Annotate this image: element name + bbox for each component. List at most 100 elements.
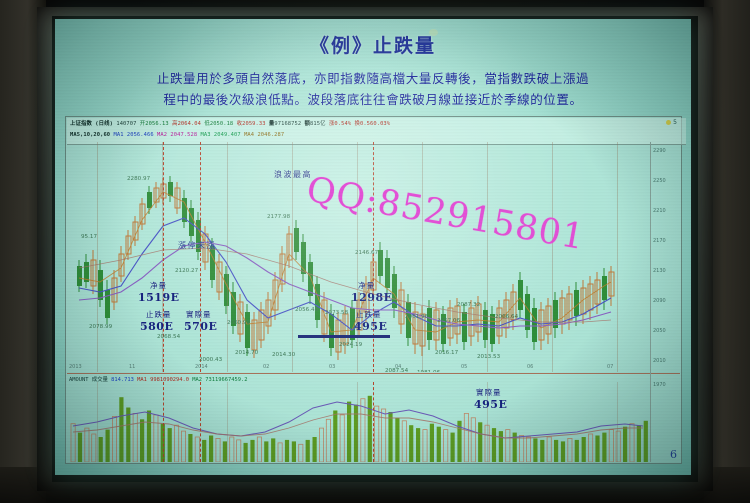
amount-value: 815亿: [310, 121, 326, 127]
volume-bar: [181, 430, 187, 462]
price-label: 2024.19: [339, 342, 363, 348]
high-value: 2064.04: [177, 121, 201, 127]
volume-bar: [132, 412, 138, 462]
volume-bar: [305, 439, 310, 462]
volume-bar: [188, 434, 193, 462]
gridline-v: [227, 142, 228, 372]
annotation-left-actual-value: 570E: [184, 320, 218, 333]
annotation-stagnation: 漲停未漲: [178, 241, 216, 250]
open-label: 开: [139, 121, 146, 127]
volume-bar: [422, 429, 428, 462]
volume-bar: [395, 417, 400, 462]
volume-bar: [112, 416, 118, 462]
price-pane[interactable]: 2280.97 95.17 2078.99 2068.54 2120.27 2000.43…: [67, 142, 650, 372]
price-label: 1981.06: [417, 370, 440, 372]
price-label: 95.17: [81, 234, 98, 240]
volume-bar: [333, 410, 338, 462]
y-tick: 2130: [653, 268, 666, 274]
vertical-marker-left: [163, 142, 164, 372]
y-tick: 2290: [653, 148, 666, 154]
volume-bar: [77, 432, 83, 462]
volume-ma2: MA2 73119667459.2: [192, 377, 248, 383]
slide-body-text: 止跌量用於多頭自然落底，亦即指數隨高檔大量反轉後，當指數跌破上漲過 程中的最後次…: [93, 69, 653, 110]
high-label: 高: [172, 121, 178, 127]
annotation-underline: [298, 335, 390, 338]
y-tick: 2090: [653, 298, 666, 304]
ma3-value: MA3 2049.407: [200, 132, 241, 138]
volume-bar: [636, 425, 641, 462]
x-tick: 04: [395, 364, 402, 370]
volume-pane-value: 814.713: [111, 377, 134, 383]
change-pct: 涨0.54%: [328, 121, 352, 127]
page-number: 6: [670, 448, 677, 461]
volume-bar: [608, 429, 614, 462]
stock-chart-window[interactable]: 上证指数 (日线) 140707 开2056.13 高2064.04 低2050…: [65, 116, 686, 464]
volume-ma-line-1: [72, 401, 644, 439]
volume-bar: [491, 428, 497, 462]
pane-divider: [67, 373, 680, 374]
volume-ma-line-2: [72, 413, 643, 439]
volume-bar: [160, 423, 165, 462]
window-index: 5: [673, 119, 677, 126]
volume-bar: [567, 438, 573, 462]
open-value: 2056.13: [145, 121, 169, 127]
volume-bar: [367, 395, 372, 462]
volume-bar: [194, 436, 200, 462]
status-dot-icon: [666, 120, 672, 125]
volume-bar: [374, 405, 380, 462]
price-label: 2066.64: [495, 314, 519, 320]
price-label: 2087.54: [385, 368, 409, 372]
annotation-volume-actual-value: 495E: [474, 398, 508, 411]
gridline-v: [357, 142, 358, 372]
volume-bar: [298, 443, 304, 462]
close-value: 2059.33: [242, 121, 266, 127]
ma4-value: MA4 2046.287: [244, 132, 285, 138]
volume-bar: [146, 410, 152, 462]
price-label: 2057.06: [437, 318, 461, 324]
price-label: 2014.70: [235, 350, 259, 356]
volume-bar: [540, 439, 545, 462]
volume-bar: [416, 428, 421, 462]
price-label: 2056.48: [295, 307, 319, 313]
gridline-v-vol: [97, 382, 98, 462]
volume-bar: [360, 398, 366, 462]
x-tick: 02: [263, 364, 270, 370]
volume-bar: [202, 439, 207, 462]
volume-bar: [581, 437, 586, 462]
annotation-left-net-volume-label: 净量: [150, 281, 167, 290]
chart-header-quote: 上证指数 (日线) 140707 开2056.13 高2064.04 低2050…: [67, 118, 686, 145]
y-tick: 2010: [653, 358, 666, 364]
amount-label: 额: [304, 121, 311, 127]
annotation-left-actual-label: 實際量: [186, 310, 212, 319]
volume-bar: [525, 436, 531, 462]
y-tick: 2250: [653, 178, 666, 184]
volume-bar: [256, 436, 262, 462]
volume-bar: [105, 429, 110, 462]
volume-bar: [325, 418, 331, 462]
vertical-marker-right: [373, 142, 374, 372]
volume-bar: [505, 429, 511, 462]
volume-bar: [484, 424, 490, 462]
volume-pane[interactable]: [67, 382, 650, 462]
gridline-v: [292, 142, 293, 372]
ma2-value: MA2 2047.528: [157, 132, 198, 138]
quote-date: 140707: [116, 121, 137, 127]
window-control-indicators[interactable]: 5: [666, 119, 677, 126]
volume-bar: [339, 414, 345, 462]
price-label: 2073.58: [325, 310, 349, 316]
volume-bar: [126, 407, 131, 462]
volume-bar: [574, 439, 579, 462]
vertical-marker-vol-left: [163, 382, 164, 462]
volume-bar: [436, 426, 441, 462]
x-axis: 2013 11 2014 02 03 04 05 06 07: [67, 364, 650, 373]
annotation-left-net-volume-value: 1519E: [138, 291, 180, 304]
volume-bar: [91, 433, 97, 462]
volume-bar: [554, 439, 559, 462]
volume-bar: [381, 408, 387, 462]
price-label: 2177.98: [267, 214, 291, 220]
y-axis: 2290 2250 2210 2170 2130 2090 2050 2010 …: [650, 142, 681, 462]
price-label: 2013.53: [477, 354, 501, 360]
volume-bar: [312, 437, 317, 462]
annotation-volume-actual-label: 實際量: [476, 388, 502, 397]
